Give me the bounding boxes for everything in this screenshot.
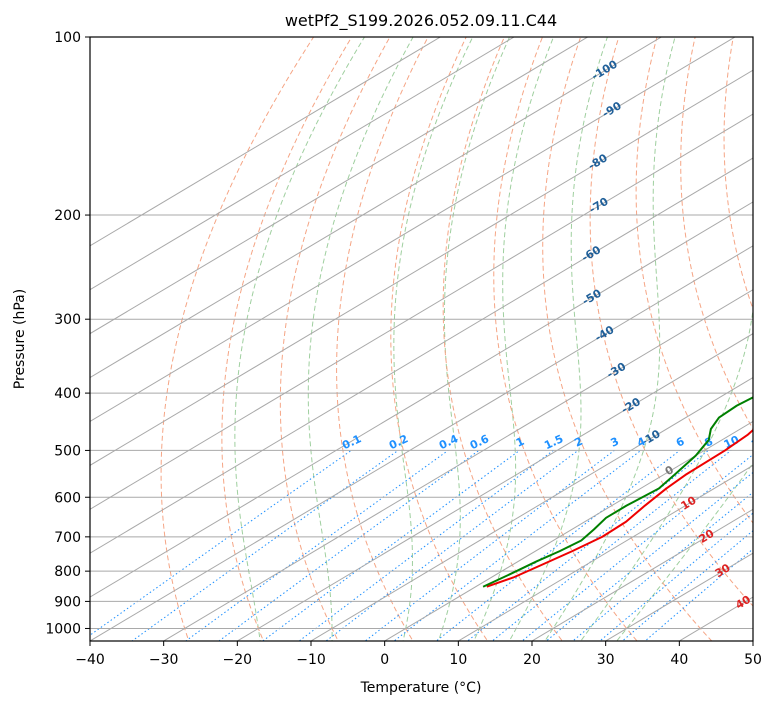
dry-adiabat — [390, 37, 489, 641]
x-tick-label: 10 — [449, 652, 467, 668]
temperature-profile — [486, 428, 753, 588]
x-tick-label: 50 — [744, 652, 762, 668]
isotherm-line — [531, 508, 753, 641]
x-tick-label: −40 — [75, 652, 105, 668]
mixing-ratio-label: 10 — [722, 433, 742, 451]
plot-frame — [89, 36, 754, 642]
isotherm-line — [90, 157, 753, 554]
x-tick-label: 40 — [670, 652, 688, 668]
y-tick-label: 600 — [54, 490, 81, 506]
moist-adiabat — [393, 37, 474, 641]
y-tick-label: 300 — [54, 312, 81, 328]
dry-adiabat — [279, 37, 391, 641]
moist-adiabat — [544, 37, 676, 641]
isotherm-line — [457, 464, 753, 641]
isotherm-line — [90, 37, 515, 291]
dry-adiabat — [442, 37, 563, 641]
plot-area: -100-90-80-70-60-50-40-30-20-10010203040… — [90, 37, 768, 641]
x-tick-label: −20 — [223, 652, 253, 668]
y-axis-ticks: 100 200 300 400 500 600 700 800 900 1000 — [45, 30, 90, 637]
y-tick-label: 1000 — [45, 621, 81, 637]
isobar-gridlines — [90, 37, 753, 629]
isotherm-line — [310, 376, 753, 641]
y-axis-title: Pressure (hPa) — [12, 289, 28, 389]
x-axis-ticks: −40 −30 −20 −10 0 10 20 30 40 50 — [75, 641, 762, 668]
isotherm-line — [90, 113, 753, 510]
isotherm-line — [90, 69, 753, 466]
chart-title: wetPf2_S199.2026.052.09.11.C44 — [285, 11, 557, 31]
dry-adiabat — [336, 37, 429, 641]
sounding-series — [482, 396, 753, 588]
y-tick-label: 100 — [54, 30, 81, 46]
isotherm-line — [90, 201, 753, 598]
isotherm-line — [90, 37, 663, 379]
dewpoint-profile — [482, 396, 753, 588]
moist-adiabat — [580, 119, 753, 641]
x-tick-label: 30 — [597, 652, 615, 668]
y-tick-label: 500 — [54, 443, 81, 459]
mixing-ratio-label: 13 — [749, 433, 768, 451]
isotherm-line — [90, 245, 753, 641]
y-tick-label: 900 — [54, 594, 81, 610]
dry-adiabat — [680, 37, 753, 430]
y-tick-label: 700 — [54, 530, 81, 546]
x-tick-label: 20 — [523, 652, 541, 668]
isotherm-line — [90, 37, 736, 423]
x-tick-label: 0 — [380, 652, 389, 668]
moist-adiabat — [437, 37, 511, 641]
dry-adiabat — [221, 37, 353, 641]
dry-adiabat — [542, 37, 713, 641]
y-tick-label: 800 — [54, 564, 81, 580]
x-tick-label: −30 — [149, 652, 179, 668]
x-axis-title: Temperature (°C) — [360, 680, 482, 696]
x-tick-label: −10 — [296, 652, 326, 668]
y-tick-label: 200 — [54, 208, 81, 224]
isotherm-line — [162, 289, 753, 641]
isotherm-line — [383, 420, 753, 641]
isotherm-line — [90, 37, 589, 335]
moist-adiabat — [473, 37, 555, 641]
moist-adiabat — [508, 37, 608, 641]
isotherm-gridlines — [90, 37, 753, 641]
moist-adiabat — [234, 37, 366, 641]
dry-adiabat — [635, 37, 753, 524]
isotherm-line — [90, 37, 442, 247]
dry-adiabats — [160, 37, 753, 641]
y-tick-label: 400 — [54, 386, 81, 402]
isotherm-line — [236, 333, 753, 641]
